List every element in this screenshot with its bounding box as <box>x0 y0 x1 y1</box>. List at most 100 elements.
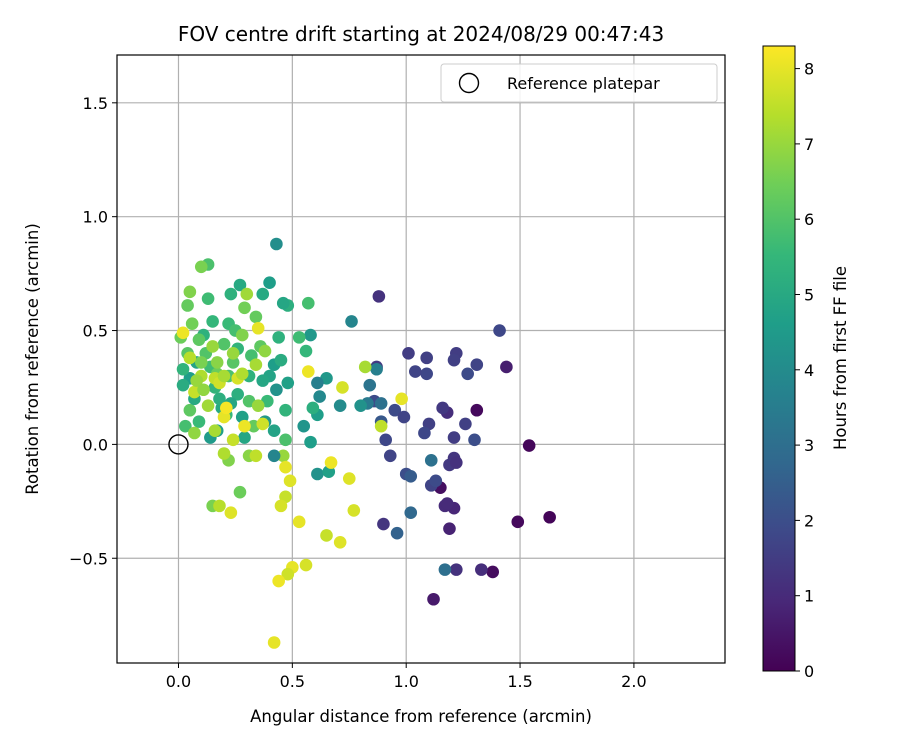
data-point <box>251 399 265 412</box>
data-point <box>336 381 349 394</box>
data-point <box>213 499 226 513</box>
x-tick-label: 1.5 <box>507 672 532 691</box>
data-point <box>402 347 415 360</box>
data-point <box>511 515 525 529</box>
data-point <box>292 331 306 344</box>
colorbar-ticks: 0 1 2 3 4 5 6 7 8 <box>795 60 814 681</box>
colorbar-label: Hours from first FF file <box>831 266 850 450</box>
data-point <box>297 419 311 433</box>
data-point <box>233 278 247 292</box>
data-point <box>238 431 251 444</box>
data-point <box>372 290 386 303</box>
data-point <box>358 360 372 374</box>
data-point <box>270 237 283 251</box>
data-point <box>429 474 443 488</box>
data-point <box>420 367 433 381</box>
data-point <box>183 351 197 365</box>
data-point <box>404 506 418 520</box>
data-point <box>226 433 240 447</box>
data-point <box>263 276 276 290</box>
data-point <box>427 592 440 606</box>
legend-box <box>440 63 718 103</box>
reference-platepar-marker <box>168 434 189 455</box>
legend: Reference platepar <box>440 63 718 103</box>
data-point <box>404 469 418 483</box>
data-point <box>249 310 263 324</box>
data-point <box>493 324 506 337</box>
data-point <box>470 403 484 417</box>
data-point <box>461 367 474 381</box>
data-point <box>301 296 315 310</box>
data-point <box>470 358 484 371</box>
data-point <box>238 419 251 433</box>
data-point <box>281 567 295 581</box>
data-point <box>377 517 390 531</box>
data-point <box>500 360 513 374</box>
x-tick-label: 1.0 <box>393 672 418 691</box>
data-point <box>192 415 206 428</box>
y-tick-label: 1.5 <box>83 94 108 113</box>
data-point <box>279 460 292 474</box>
data-point <box>217 337 231 351</box>
data-point <box>420 351 433 365</box>
data-point <box>179 419 192 433</box>
data-point <box>272 574 285 588</box>
data-point <box>279 403 292 417</box>
data-point <box>299 558 313 572</box>
data-point <box>388 403 402 417</box>
data-point <box>333 536 347 549</box>
data-point <box>201 399 215 412</box>
data-point <box>301 365 315 378</box>
data-point <box>240 287 254 301</box>
data-point <box>267 636 281 649</box>
data-point <box>311 467 324 481</box>
data-point <box>176 378 190 392</box>
colorbar <box>762 45 796 672</box>
data-point <box>220 401 233 415</box>
data-point <box>324 456 338 469</box>
y-axis-label: Rotation from reference (arcmin) <box>23 223 42 495</box>
data-point <box>449 456 463 469</box>
data-point <box>270 383 283 397</box>
colorbar-tick-label: 2 <box>804 511 814 530</box>
colorbar-tick-label: 5 <box>804 285 814 304</box>
colorbar-tick-label: 0 <box>804 662 814 681</box>
data-point <box>176 362 190 376</box>
data-point <box>276 449 290 463</box>
colorbar-tick-label: 8 <box>804 60 814 79</box>
data-point <box>374 419 388 433</box>
data-point <box>397 410 411 424</box>
data-point <box>235 328 249 342</box>
data-point <box>304 328 317 342</box>
data-point <box>447 431 461 444</box>
colorbar-tick-label: 1 <box>804 587 814 606</box>
data-point <box>256 417 270 431</box>
data-point <box>185 317 199 331</box>
x-tick-label: 0.0 <box>166 672 191 691</box>
data-point <box>424 454 438 467</box>
data-point <box>249 358 263 371</box>
data-point <box>256 374 270 387</box>
data-point <box>238 301 251 315</box>
data-point <box>436 401 449 415</box>
legend-reference-marker <box>458 72 480 94</box>
data-point <box>233 485 247 499</box>
colorbar-tick-label: 6 <box>804 210 814 229</box>
data-point <box>274 353 288 367</box>
data-point <box>210 356 224 369</box>
data-point <box>363 378 377 392</box>
data-point <box>292 515 306 529</box>
data-point <box>206 315 219 328</box>
data-point <box>313 390 326 403</box>
data-point <box>235 367 249 381</box>
colorbar-tick-label: 7 <box>804 135 814 154</box>
colorbar-tick-label: 4 <box>804 361 814 380</box>
data-point <box>395 392 408 406</box>
data-point <box>194 356 208 369</box>
data-point <box>217 369 231 383</box>
data-point <box>306 401 320 415</box>
data-point <box>201 292 215 305</box>
data-point <box>443 522 456 535</box>
data-point <box>183 285 197 299</box>
